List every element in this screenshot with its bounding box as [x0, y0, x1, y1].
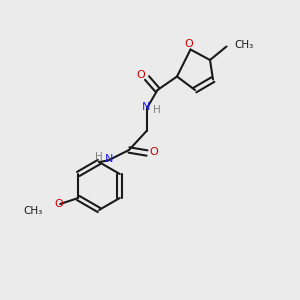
Text: O: O — [184, 39, 194, 49]
Text: H: H — [153, 105, 160, 116]
Text: O: O — [136, 70, 146, 80]
Text: N: N — [142, 102, 151, 112]
Text: CH₃: CH₃ — [234, 40, 253, 50]
Text: O: O — [149, 147, 158, 157]
Text: H: H — [95, 152, 103, 163]
Text: CH₃: CH₃ — [23, 206, 42, 217]
Text: O: O — [54, 199, 63, 209]
Text: N: N — [104, 154, 113, 164]
